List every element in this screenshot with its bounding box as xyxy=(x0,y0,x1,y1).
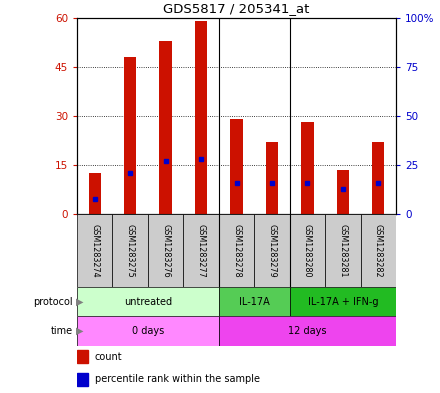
Bar xyxy=(77,214,113,287)
Text: GSM1283275: GSM1283275 xyxy=(126,224,135,277)
Bar xyxy=(325,214,360,287)
Text: percentile rank within the sample: percentile rank within the sample xyxy=(95,374,260,384)
Text: ▶: ▶ xyxy=(76,297,84,307)
Title: GDS5817 / 205341_at: GDS5817 / 205341_at xyxy=(163,2,310,15)
Text: 12 days: 12 days xyxy=(288,326,326,336)
Bar xyxy=(290,214,325,287)
Bar xyxy=(124,57,136,214)
Bar xyxy=(148,214,183,287)
Text: IL-17A: IL-17A xyxy=(239,297,270,307)
Text: GSM1283276: GSM1283276 xyxy=(161,224,170,277)
Text: time: time xyxy=(51,326,73,336)
Text: GSM1283279: GSM1283279 xyxy=(268,224,276,277)
Text: GSM1283282: GSM1283282 xyxy=(374,224,383,277)
Bar xyxy=(195,21,207,214)
Bar xyxy=(230,119,243,214)
Text: IL-17A + IFN-g: IL-17A + IFN-g xyxy=(308,297,378,307)
Bar xyxy=(290,287,396,316)
Bar xyxy=(159,40,172,214)
Bar xyxy=(219,214,254,287)
Text: GSM1283280: GSM1283280 xyxy=(303,224,312,277)
Bar xyxy=(219,316,396,346)
Bar xyxy=(77,316,219,346)
Bar xyxy=(77,351,88,363)
Bar xyxy=(266,142,278,214)
Text: GSM1283274: GSM1283274 xyxy=(90,224,99,277)
Text: 0 days: 0 days xyxy=(132,326,164,336)
Bar xyxy=(88,173,101,214)
Text: untreated: untreated xyxy=(124,297,172,307)
Bar xyxy=(113,214,148,287)
Text: ▶: ▶ xyxy=(76,326,84,336)
Text: GSM1283277: GSM1283277 xyxy=(197,224,205,277)
Bar xyxy=(254,214,290,287)
Bar xyxy=(77,287,219,316)
Bar xyxy=(77,373,88,386)
Bar xyxy=(337,170,349,214)
Text: GSM1283278: GSM1283278 xyxy=(232,224,241,277)
Bar xyxy=(301,123,314,214)
Bar xyxy=(183,214,219,287)
Text: GSM1283281: GSM1283281 xyxy=(338,224,347,277)
Bar xyxy=(372,142,385,214)
Bar xyxy=(360,214,396,287)
Text: protocol: protocol xyxy=(33,297,73,307)
Text: count: count xyxy=(95,352,122,362)
Bar xyxy=(219,287,290,316)
